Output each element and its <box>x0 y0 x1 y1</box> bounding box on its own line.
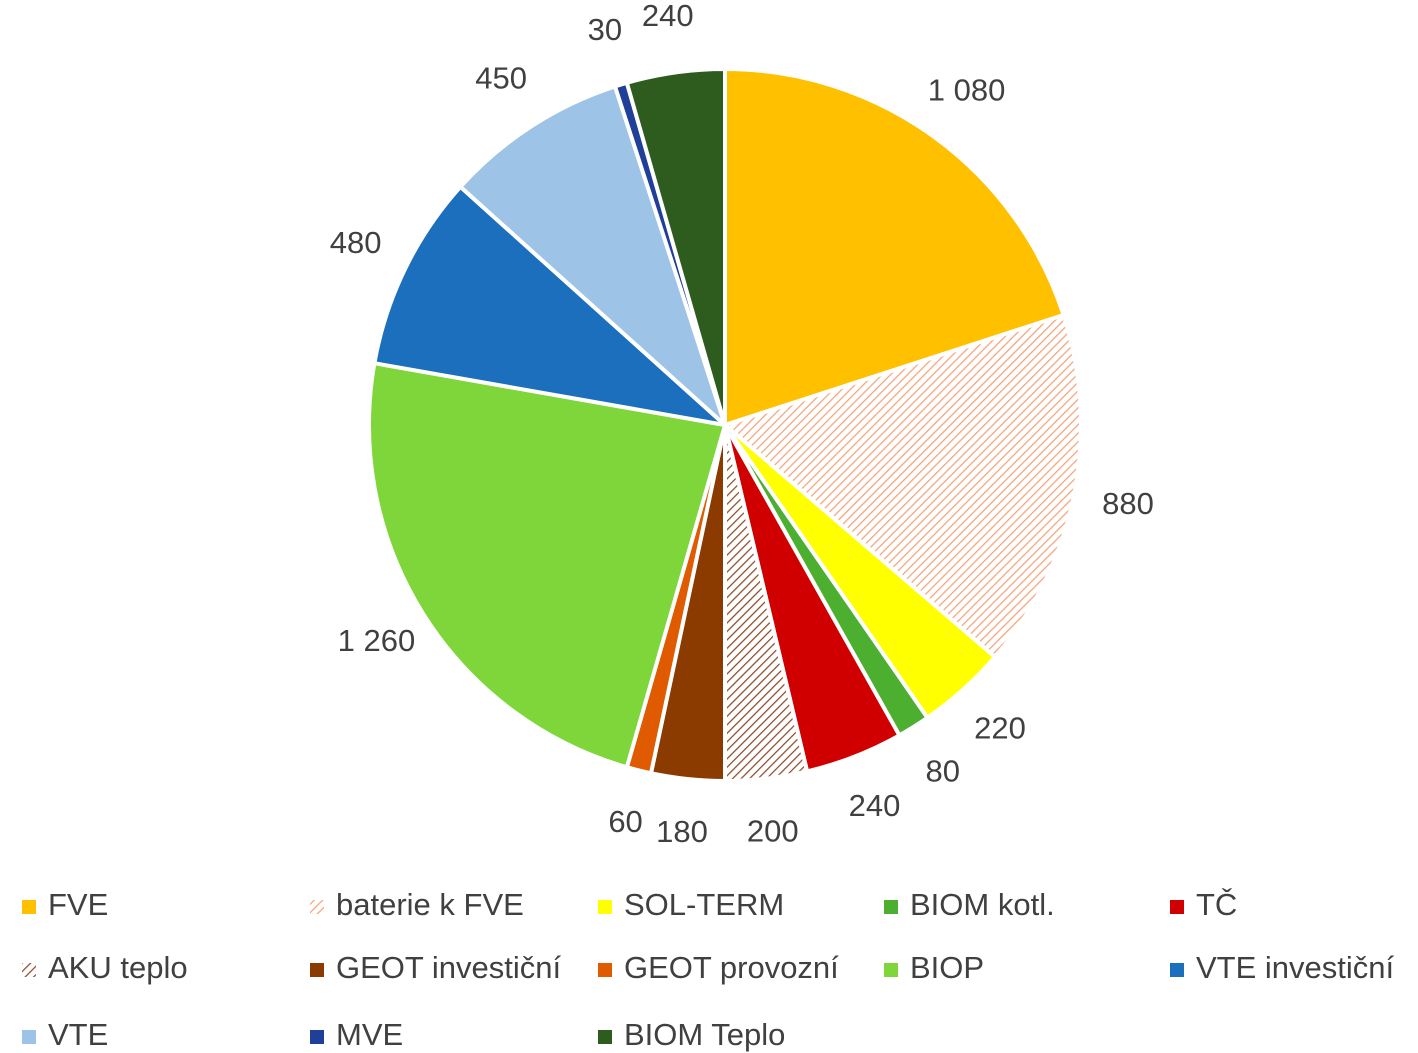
legend-swatch <box>1170 963 1184 977</box>
data-label: 80 <box>926 754 960 789</box>
data-label: 480 <box>330 225 382 260</box>
legend-swatch <box>310 1030 324 1044</box>
data-label: 200 <box>747 813 799 848</box>
pie-slice <box>720 312 1083 660</box>
legend-label: MVE <box>336 1017 403 1052</box>
legend-swatch <box>1170 900 1184 914</box>
data-label: 220 <box>974 711 1026 746</box>
legend-swatch <box>310 963 324 977</box>
legend-label: VTE <box>48 1017 108 1052</box>
legend-label: GEOT provozní <box>624 950 839 985</box>
data-label: 30 <box>588 12 622 47</box>
data-label: 450 <box>475 60 527 95</box>
legend-swatch <box>310 900 324 914</box>
legend-swatch <box>598 900 612 914</box>
legend-swatch <box>598 1030 612 1044</box>
legend-swatch <box>22 1030 36 1044</box>
data-label: 240 <box>642 0 694 33</box>
legend-label: baterie k FVE <box>336 887 524 922</box>
data-label: 180 <box>656 814 708 849</box>
legend-swatch <box>22 900 36 914</box>
legend-label: BIOP <box>910 950 984 985</box>
data-label: 60 <box>608 804 642 839</box>
legend-swatch <box>884 900 898 914</box>
pie-slice <box>624 66 727 426</box>
legend-label: BIOM Teplo <box>624 1017 785 1052</box>
pie-slice <box>723 66 1067 428</box>
legend-label: AKU teplo <box>48 950 188 985</box>
legend-label: GEOT investiční <box>336 950 562 985</box>
legend-label: VTE investiční <box>1196 950 1395 985</box>
data-label: 880 <box>1102 486 1154 521</box>
legend-swatch <box>884 963 898 977</box>
legend-swatch <box>598 963 612 977</box>
legend-label: TČ <box>1196 887 1237 922</box>
data-label: 1 260 <box>338 623 416 658</box>
data-label: 240 <box>849 788 901 823</box>
pie-slice <box>457 83 730 432</box>
legend-label: BIOM kotl. <box>910 887 1055 922</box>
legend-label: FVE <box>48 887 108 922</box>
legend-label: SOL-TERM <box>624 887 784 922</box>
pie-slice <box>372 183 732 429</box>
legend-swatch <box>22 963 36 977</box>
pie-slice <box>367 360 728 770</box>
data-label: 1 080 <box>928 73 1006 108</box>
